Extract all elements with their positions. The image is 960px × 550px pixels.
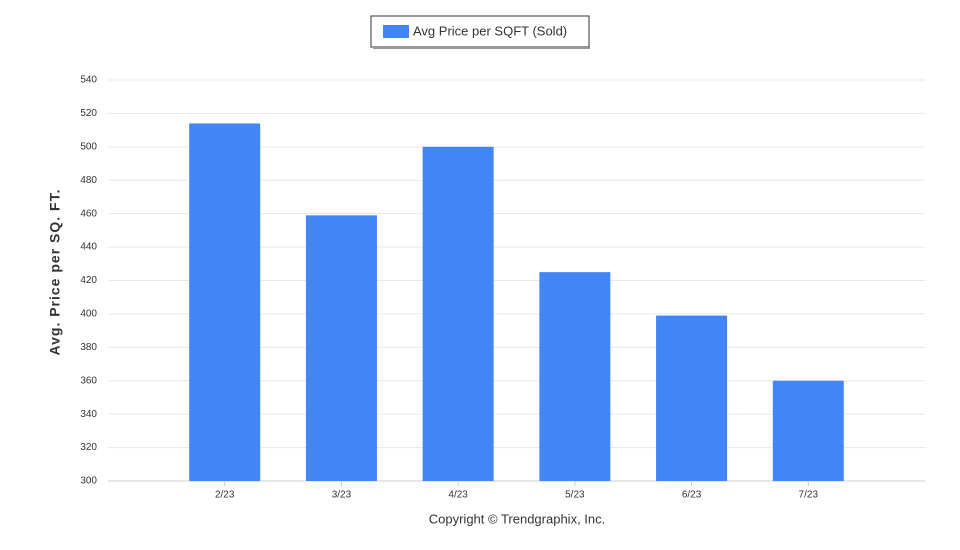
y-tick-label: 480	[80, 175, 97, 186]
bar	[539, 272, 611, 481]
bar	[656, 315, 728, 481]
x-tick-label: 6/23	[682, 490, 702, 501]
legend-label: Avg Price per SQFT (Sold)	[413, 23, 567, 38]
y-tick-label: 540	[80, 75, 97, 86]
x-tick-label: 4/23	[448, 490, 468, 501]
x-tick-label: 2/23	[215, 490, 235, 501]
x-tick-label: 3/23	[332, 490, 352, 501]
x-tick-label: 7/23	[799, 490, 819, 501]
y-tick-label: 500	[80, 141, 97, 152]
x-tick-label: 5/23	[565, 490, 585, 501]
y-tick-label: 360	[80, 375, 97, 386]
y-tick-label: 380	[80, 342, 97, 353]
y-tick-label: 520	[80, 108, 97, 119]
y-tick-label: 320	[80, 442, 97, 453]
y-axis-label: Avg. Price per SQ. FT.	[47, 189, 63, 356]
y-tick-label: 420	[80, 275, 97, 286]
y-tick-label: 300	[80, 476, 97, 487]
y-tick-label: 400	[80, 309, 97, 320]
legend-swatch	[383, 25, 409, 38]
bar	[305, 215, 377, 481]
caption: Copyright © Trendgraphix, Inc.	[429, 511, 606, 526]
y-tick-label: 460	[80, 208, 97, 219]
y-tick-label: 340	[80, 409, 97, 420]
bar	[422, 146, 494, 482]
bar	[772, 380, 844, 481]
y-tick-label: 440	[80, 242, 97, 253]
bar	[189, 123, 261, 482]
